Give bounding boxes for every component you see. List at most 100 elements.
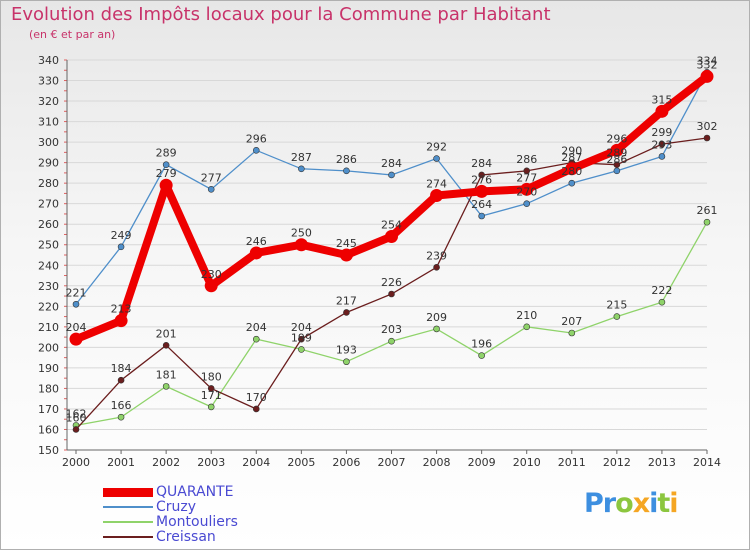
data-label-montouliers: 209 [426, 311, 447, 324]
data-label-creissan: 160 [66, 411, 87, 424]
data-point-creissan [343, 309, 350, 316]
data-point-quarante [385, 230, 398, 244]
proxiti-logo: Proxiti [584, 488, 679, 519]
data-label-creissan: 289 [606, 147, 627, 160]
data-point-quarante [430, 188, 444, 202]
logo-letter: r [602, 488, 616, 519]
data-label-montouliers: 166 [111, 399, 132, 412]
y-tick-label: 280 [38, 177, 59, 190]
data-label-quarante: 250 [291, 227, 312, 240]
data-label-quarante: 204 [66, 321, 87, 334]
data-point-cruzy [613, 167, 621, 175]
data-point-cruzy [298, 165, 305, 173]
y-tick-label: 240 [38, 259, 59, 272]
x-tick-label: 2011 [558, 456, 586, 469]
y-tick-label: 190 [38, 362, 59, 375]
data-label-cruzy: 334 [697, 54, 718, 67]
x-tick-label: 2003 [197, 456, 225, 469]
data-point-montouliers [433, 325, 440, 333]
data-label-quarante: 246 [246, 235, 267, 248]
data-label-quarante: 279 [156, 167, 177, 180]
data-label-montouliers: 196 [471, 338, 492, 351]
legend-label-quarante: QUARANTE [156, 484, 234, 500]
logo-letter: o [615, 488, 634, 519]
data-point-montouliers [568, 329, 576, 337]
data-point-creissan [703, 134, 711, 142]
data-label-montouliers: 171 [201, 389, 222, 402]
legend-item-creissan: Creissan [101, 529, 361, 545]
y-tick-label: 300 [38, 136, 59, 149]
y-tick-label: 220 [38, 300, 59, 313]
data-label-creissan: 226 [381, 276, 402, 289]
data-label-cruzy: 286 [336, 153, 357, 166]
data-label-montouliers: 204 [246, 321, 267, 334]
data-point-creissan [207, 385, 215, 392]
data-label-montouliers: 193 [336, 344, 357, 357]
y-tick-label: 230 [38, 280, 59, 293]
x-tick-label: 2009 [468, 456, 496, 469]
data-label-quarante: 315 [651, 93, 672, 106]
chart-subtitle: (en € et par an) [29, 28, 116, 41]
data-label-quarante: 230 [201, 268, 222, 281]
data-label-quarante: 332 [697, 58, 718, 71]
legend-label-cruzy: Cruzy [156, 499, 197, 515]
legend-swatch-cruzy [103, 506, 153, 508]
y-tick-label: 310 [38, 116, 59, 129]
y-tick-label: 330 [38, 75, 59, 88]
data-point-cruzy [207, 186, 215, 193]
data-label-cruzy: 284 [381, 157, 402, 170]
data-label-cruzy: 292 [426, 141, 447, 154]
data-point-montouliers [613, 313, 621, 320]
legend-swatch-creissan [103, 536, 153, 538]
data-point-montouliers [703, 218, 711, 226]
data-point-quarante [114, 314, 128, 328]
y-tick-label: 260 [38, 218, 59, 231]
data-point-montouliers [117, 413, 125, 421]
data-point-quarante [339, 248, 353, 262]
logo-letter: P [584, 488, 604, 519]
data-point-creissan [388, 290, 395, 298]
data-point-quarante [610, 143, 624, 157]
data-point-montouliers [298, 346, 305, 353]
data-label-creissan: 286 [516, 153, 537, 166]
x-tick-label: 2006 [332, 456, 360, 469]
data-point-quarante [520, 182, 534, 196]
data-label-montouliers: 207 [561, 315, 582, 328]
data-point-creissan [523, 167, 531, 175]
data-point-cruzy [433, 155, 440, 162]
data-label-cruzy: 280 [561, 165, 582, 178]
data-point-cruzy [523, 200, 531, 207]
data-point-cruzy [658, 153, 666, 160]
data-point-montouliers [343, 358, 350, 366]
data-label-montouliers: 222 [651, 284, 672, 297]
data-label-creissan: 217 [336, 294, 357, 307]
data-label-creissan: 180 [201, 370, 222, 383]
data-label-montouliers: 215 [606, 299, 627, 312]
y-tick-label: 250 [38, 239, 59, 252]
legend-swatch-montouliers [103, 521, 153, 523]
x-tick-label: 2013 [648, 456, 676, 469]
data-label-montouliers: 210 [516, 309, 537, 322]
data-label-creissan: 184 [111, 362, 132, 375]
x-tick-label: 2012 [603, 456, 631, 469]
data-label-montouliers: 162 [66, 407, 87, 420]
y-tick-label: 340 [38, 54, 59, 67]
data-label-quarante: 245 [336, 237, 357, 250]
data-label-cruzy: 296 [246, 132, 267, 145]
data-point-cruzy [388, 171, 395, 179]
plot-area [67, 60, 707, 450]
data-label-cruzy: 286 [606, 153, 627, 166]
data-label-montouliers: 203 [381, 323, 402, 336]
data-label-cruzy: 293 [651, 138, 672, 151]
data-label-creissan: 204 [291, 321, 312, 334]
data-label-quarante: 277 [516, 171, 537, 184]
data-point-montouliers [523, 323, 531, 331]
data-point-creissan [117, 376, 125, 384]
data-label-cruzy: 289 [156, 147, 177, 160]
data-point-cruzy [117, 243, 125, 251]
logo-letter: t [657, 488, 670, 519]
data-label-montouliers: 181 [156, 368, 177, 381]
legend-label-montouliers: Montouliers [156, 514, 238, 530]
legend-item-cruzy: Cruzy [101, 499, 361, 515]
